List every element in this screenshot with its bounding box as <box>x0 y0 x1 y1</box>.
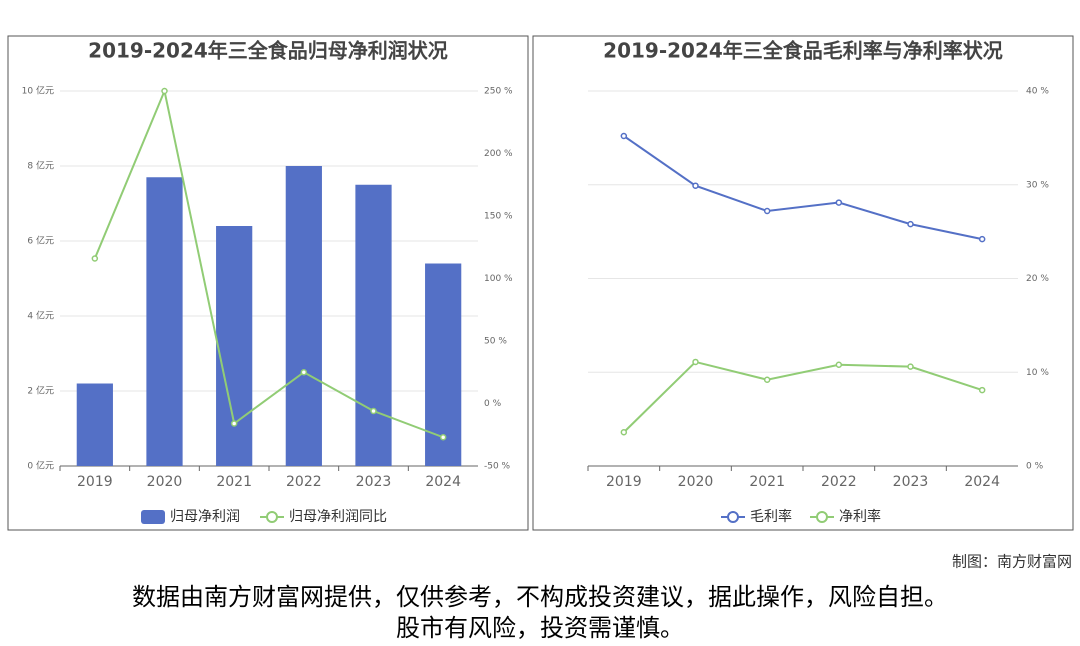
legend-label: 净利率 <box>839 508 881 525</box>
panel-border <box>532 35 1074 531</box>
y2-tick-label: 50 % <box>484 337 507 347</box>
point <box>692 358 699 366</box>
credit: 制图：南方财富网 <box>952 553 1072 571</box>
point <box>620 429 628 436</box>
x-tick-label: 2021 <box>216 474 252 490</box>
y-tick-label: 10 % <box>1026 368 1049 378</box>
x-tick-label: 2019 <box>606 474 642 490</box>
legend-swatch <box>266 511 278 523</box>
bar <box>285 166 322 466</box>
legend-label: 归母净利润同比 <box>289 508 387 525</box>
y2-tick-label: 250 % <box>484 87 513 97</box>
series-line <box>623 360 983 433</box>
bar <box>146 177 183 466</box>
disclaimer: 股市有风险，投资需谨慎。 <box>396 614 684 642</box>
legend-swatch <box>141 510 165 524</box>
y2-tick-label: 100 % <box>484 274 513 284</box>
legend-label: 归母净利润 <box>170 508 240 525</box>
x-tick-label: 2023 <box>356 474 392 490</box>
disclaimer: 数据由南方财富网提供，仅供参考，不构成投资建议，据此操作，风险自担。 <box>132 583 948 611</box>
y-tick-label: 20 % <box>1026 274 1049 284</box>
legend-label: 毛利率 <box>750 508 792 525</box>
y2-tick-label: 0 % <box>484 399 502 409</box>
legend-swatch <box>727 511 739 523</box>
point <box>763 376 771 383</box>
point <box>620 132 628 140</box>
point <box>978 386 986 394</box>
point <box>370 407 377 415</box>
point <box>230 420 238 427</box>
point <box>835 361 843 368</box>
x-tick-label: 2023 <box>893 474 929 490</box>
series-line <box>93 87 444 439</box>
point <box>91 255 99 262</box>
x-tick-label: 2020 <box>147 474 183 490</box>
y-tick-label: 30 % <box>1026 180 1049 190</box>
x-tick-label: 2020 <box>678 474 714 490</box>
x-tick-label: 2021 <box>749 474 785 490</box>
point <box>692 182 699 189</box>
bar <box>76 383 113 466</box>
point <box>161 87 168 95</box>
bar <box>355 184 392 466</box>
y-tick-label: 40 % <box>1026 87 1049 97</box>
bar <box>216 226 253 466</box>
y2-tick-label: -50 % <box>484 462 511 472</box>
point <box>907 363 914 370</box>
y-tick-label: 6 亿元 <box>27 235 54 247</box>
point <box>907 220 914 228</box>
x-tick-label: 2022 <box>286 474 322 490</box>
legend-swatch <box>816 511 828 523</box>
chart-title: 2019-2024年三全食品毛利率与净利率状况 <box>603 39 1003 63</box>
y2-tick-label: 200 % <box>484 149 513 159</box>
panel-border <box>7 35 529 531</box>
y-tick-label: 4 亿元 <box>27 310 54 322</box>
point <box>763 207 771 215</box>
x-tick-label: 2019 <box>77 474 113 490</box>
y-tick-label: 0 % <box>1026 462 1044 472</box>
y2-tick-label: 150 % <box>484 212 513 222</box>
point <box>300 369 308 376</box>
y-tick-label: 10 亿元 <box>22 85 54 97</box>
x-tick-label: 2024 <box>964 474 1000 490</box>
chart-title: 2019-2024年三全食品归母净利润状况 <box>88 39 448 63</box>
x-tick-label: 2024 <box>425 474 461 490</box>
y-tick-label: 2 亿元 <box>27 385 54 397</box>
y-tick-label: 8 亿元 <box>27 160 54 172</box>
point <box>835 199 843 206</box>
series-line <box>623 135 983 241</box>
y-tick-label: 0 亿元 <box>27 460 54 472</box>
point <box>439 434 447 441</box>
point <box>978 235 986 243</box>
x-tick-label: 2022 <box>821 474 857 490</box>
